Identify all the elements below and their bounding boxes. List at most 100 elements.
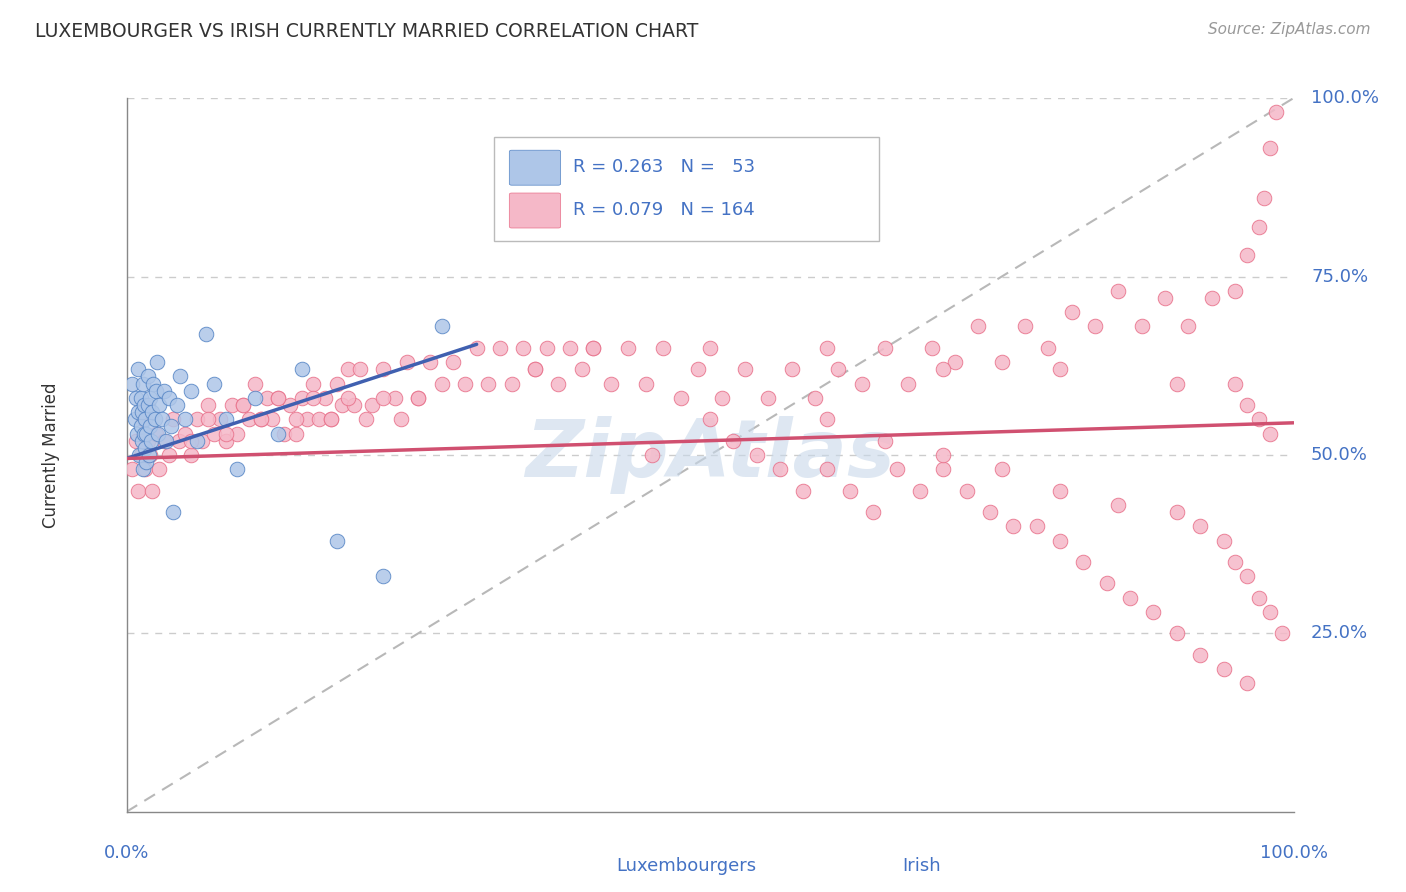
Point — [174, 412, 197, 426]
Point — [1060, 305, 1083, 319]
Point — [1247, 412, 1270, 426]
Text: 25.0%: 25.0% — [1310, 624, 1368, 642]
Point — [897, 376, 920, 391]
Point — [135, 426, 157, 441]
Point — [489, 341, 512, 355]
Point — [197, 398, 219, 412]
Ellipse shape — [575, 855, 600, 878]
Point — [886, 462, 908, 476]
Point — [536, 341, 558, 355]
Point — [932, 462, 955, 476]
Point — [1166, 505, 1188, 519]
Point — [1236, 398, 1258, 412]
Point — [162, 412, 184, 426]
Point — [395, 355, 418, 369]
Point — [582, 341, 605, 355]
Point — [792, 483, 814, 498]
Point — [547, 376, 569, 391]
Point — [232, 398, 254, 412]
Point — [1201, 291, 1223, 305]
Point — [419, 355, 441, 369]
Point — [166, 398, 188, 412]
Point — [314, 391, 336, 405]
Point — [477, 376, 499, 391]
Text: 75.0%: 75.0% — [1310, 268, 1368, 285]
Point — [226, 426, 249, 441]
Point — [302, 391, 325, 405]
Point — [139, 391, 162, 405]
Point — [710, 391, 733, 405]
Point — [1223, 376, 1246, 391]
Point — [267, 391, 290, 405]
Point — [186, 412, 208, 426]
Point — [745, 448, 768, 462]
Point — [617, 341, 640, 355]
Point — [523, 362, 546, 376]
Point — [243, 391, 266, 405]
Point — [967, 319, 990, 334]
Text: ZipAtlas: ZipAtlas — [524, 416, 896, 494]
Point — [1258, 426, 1281, 441]
Point — [571, 362, 593, 376]
Point — [141, 405, 163, 419]
Point — [125, 434, 148, 448]
FancyBboxPatch shape — [509, 193, 561, 228]
Point — [319, 412, 342, 426]
Point — [990, 462, 1012, 476]
Point — [150, 412, 173, 426]
Point — [132, 376, 155, 391]
Text: Source: ZipAtlas.com: Source: ZipAtlas.com — [1208, 22, 1371, 37]
Point — [129, 391, 152, 405]
Point — [136, 434, 159, 448]
Point — [908, 483, 931, 498]
Point — [125, 391, 148, 405]
Point — [1119, 591, 1142, 605]
Point — [180, 384, 202, 398]
Point — [1189, 519, 1212, 533]
Point — [215, 426, 238, 441]
Point — [124, 412, 146, 426]
Point — [1236, 248, 1258, 262]
Point — [145, 384, 167, 398]
Point — [132, 426, 155, 441]
Point — [129, 419, 152, 434]
Point — [827, 362, 849, 376]
Point — [208, 412, 231, 426]
Point — [337, 391, 360, 405]
Text: 100.0%: 100.0% — [1310, 89, 1379, 107]
Point — [256, 391, 278, 405]
FancyBboxPatch shape — [494, 137, 879, 241]
Point — [202, 376, 225, 391]
Point — [290, 391, 312, 405]
Point — [582, 341, 605, 355]
Point — [943, 355, 966, 369]
Text: LUXEMBOURGER VS IRISH CURRENTLY MARRIED CORRELATION CHART: LUXEMBOURGER VS IRISH CURRENTLY MARRIED … — [35, 22, 699, 41]
Point — [699, 412, 721, 426]
Point — [373, 362, 395, 376]
Point — [127, 405, 149, 419]
Point — [127, 483, 149, 498]
Point — [875, 434, 897, 448]
Point — [1258, 141, 1281, 155]
Point — [512, 341, 534, 355]
Point — [1049, 362, 1071, 376]
Point — [169, 369, 191, 384]
Point — [132, 462, 155, 476]
Point — [134, 412, 156, 426]
Point — [839, 483, 862, 498]
Point — [1084, 319, 1107, 334]
Point — [121, 462, 143, 476]
Point — [121, 376, 143, 391]
Point — [373, 569, 395, 583]
Point — [215, 434, 238, 448]
Point — [851, 376, 873, 391]
Point — [1212, 662, 1234, 676]
Point — [146, 355, 169, 369]
Point — [408, 391, 430, 405]
Point — [1212, 533, 1234, 548]
Point — [139, 434, 162, 448]
Text: Currently Married: Currently Married — [42, 382, 59, 528]
Point — [132, 398, 155, 412]
Point — [180, 448, 202, 462]
Point — [145, 426, 167, 441]
